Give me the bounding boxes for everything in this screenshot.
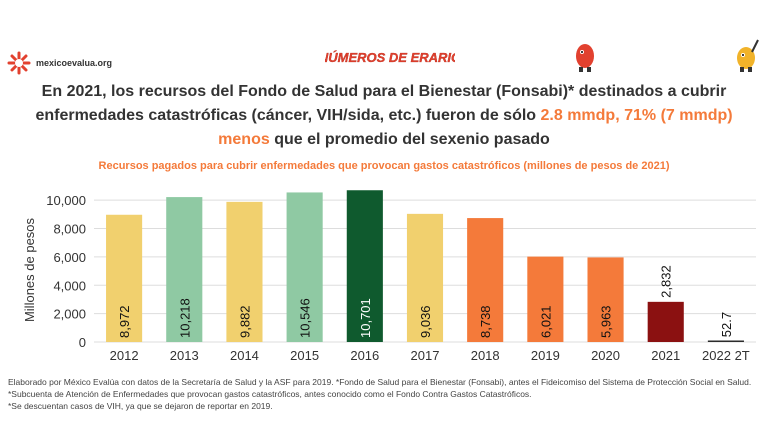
x-tick-label: 2022 2T bbox=[702, 348, 750, 363]
x-tick-label: 2018 bbox=[471, 348, 500, 363]
bar-value-label: 52.7 bbox=[719, 312, 734, 337]
x-tick-label: 2021 bbox=[651, 348, 680, 363]
x-tick-label: 2020 bbox=[591, 348, 620, 363]
headline-text: En 2021, los recursos del Fondo de Salud… bbox=[35, 83, 727, 124]
x-tick-label: 2014 bbox=[230, 348, 259, 363]
y-tick-label: 4,000 bbox=[53, 278, 86, 293]
chart-title: Recursos pagados para cubrir enfermedade… bbox=[98, 160, 670, 172]
x-tick-label: 2012 bbox=[110, 348, 139, 363]
bar-value-label: 2,832 bbox=[659, 265, 674, 298]
mascot-yellow-icon bbox=[737, 39, 759, 72]
bar-value-label: 9,036 bbox=[418, 305, 433, 338]
x-axis-ticks: 2012 2013 2014 2015 2016 2017 2018 2019 2020 2021… bbox=[110, 348, 750, 363]
bar-value-label: 8,972 bbox=[117, 305, 132, 338]
headline: En 2021, los recursos del Fondo de Salud… bbox=[20, 80, 748, 152]
campaign-logo-text: NÚMEROS DE ERARIO bbox=[325, 50, 455, 65]
bar-2018[interactable] bbox=[467, 218, 504, 342]
y-tick-label: 10,000 bbox=[46, 193, 86, 208]
bar-2013[interactable] bbox=[166, 197, 203, 342]
x-tick-label: 2013 bbox=[170, 348, 199, 363]
footnote-line-2: *Se descuentan casos de VIH, ya que se d… bbox=[8, 401, 273, 411]
footnote: Elaborado por México Evalúa con datos de… bbox=[8, 376, 760, 412]
x-tick-label: 2017 bbox=[411, 348, 440, 363]
footnote-line-1: Elaborado por México Evalúa con datos de… bbox=[8, 377, 752, 399]
bar-2014[interactable] bbox=[226, 201, 263, 342]
bar-2016[interactable] bbox=[346, 190, 383, 342]
bar-2021[interactable] bbox=[647, 301, 684, 342]
brand[interactable]: mexicoevalua.org bbox=[6, 50, 112, 76]
bar-value-label: 10,218 bbox=[177, 298, 192, 338]
bar-value-label: 10,546 bbox=[298, 298, 313, 338]
chart-bars bbox=[106, 190, 744, 342]
bar-value-label: 8,738 bbox=[478, 305, 493, 338]
bar-chart: 0 2,000 4,000 6,000 8,000 10,000 8,972 10,218 9… bbox=[22, 190, 756, 363]
y-tick-label: 8,000 bbox=[53, 222, 86, 237]
y-axis-label: Millones de pesos bbox=[22, 217, 37, 322]
y-axis-ticks: 0 2,000 4,000 6,000 8,000 10,000 bbox=[46, 193, 86, 350]
bar-value-label: 10,701 bbox=[358, 298, 373, 338]
bar-2012[interactable] bbox=[106, 214, 143, 342]
mexicoevalua-logo-icon bbox=[7, 51, 31, 75]
bar-2017[interactable] bbox=[406, 213, 444, 342]
bar-2015[interactable] bbox=[286, 192, 323, 342]
x-tick-label: 2019 bbox=[531, 348, 560, 363]
y-tick-label: 0 bbox=[79, 335, 86, 350]
bar-value-label: 5,963 bbox=[599, 305, 614, 338]
header: mexicoevalua.org NÚMEROS DE ERARIO bbox=[0, 0, 768, 80]
bar-value-label: 9,882 bbox=[237, 305, 252, 338]
y-tick-label: 6,000 bbox=[53, 250, 86, 265]
mascot-red-icon bbox=[576, 44, 594, 72]
headline-text-end: que el promedio del sexenio pasado bbox=[269, 131, 550, 148]
x-tick-label: 2015 bbox=[290, 348, 319, 363]
numeros-de-erario-logo: NÚMEROS DE ERARIO bbox=[325, 49, 455, 65]
bar-2022-2T[interactable] bbox=[707, 340, 744, 343]
bar-value-label: 6,021 bbox=[538, 305, 553, 338]
chart-value-labels: 8,972 10,218 9,882 10,546 10,701 9,036 8,738 6,… bbox=[117, 265, 734, 338]
x-tick-label: 2016 bbox=[350, 348, 379, 363]
y-tick-label: 2,000 bbox=[53, 307, 86, 322]
headline-highlight: 2.8 mmdp, 71% (7 mmdp) menos bbox=[218, 107, 733, 148]
bar-2019[interactable] bbox=[527, 256, 564, 342]
bar-2020[interactable] bbox=[587, 257, 624, 342]
brand-name: mexicoevalua.org bbox=[36, 58, 113, 68]
